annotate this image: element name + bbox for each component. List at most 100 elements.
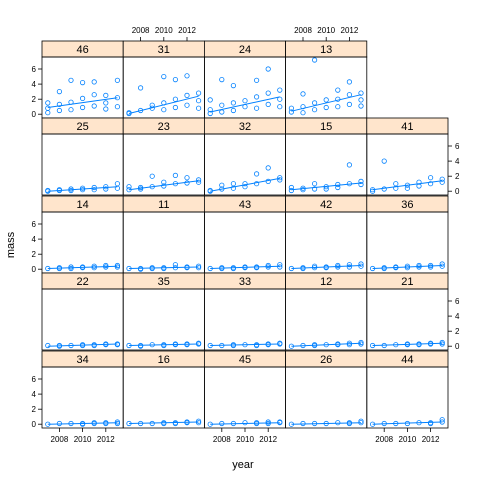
- data-point: [277, 262, 283, 268]
- data-point: [103, 100, 109, 106]
- data-point: [358, 261, 364, 267]
- data-point: [254, 94, 260, 100]
- data-point: [300, 187, 306, 193]
- x-tick-label: 2012: [341, 26, 359, 35]
- panel-12: 12: [285, 272, 368, 351]
- data-point: [103, 184, 109, 190]
- data-point: [416, 342, 422, 348]
- panel-42: 42: [285, 195, 368, 274]
- data-point: [196, 418, 202, 424]
- data-point: [219, 77, 225, 83]
- data-point: [56, 89, 63, 95]
- data-point: [381, 158, 387, 164]
- regression-line: [372, 180, 443, 191]
- y-tick-label: 2: [32, 250, 37, 259]
- y-tick-label: 0: [32, 265, 37, 274]
- panel-44: 44: [366, 350, 449, 429]
- y-tick-label: 6: [32, 375, 37, 384]
- data-point: [346, 262, 352, 268]
- data-point: [393, 181, 399, 187]
- panel-33: 33: [203, 272, 286, 351]
- data-point: [265, 419, 271, 425]
- data-point: [311, 100, 318, 106]
- regression-line: [47, 186, 118, 192]
- data-point: [103, 106, 109, 112]
- data-point: [45, 110, 51, 116]
- data-point: [300, 110, 306, 116]
- data-point: [114, 420, 121, 427]
- x-tick-label: 2010: [317, 26, 335, 35]
- y-tick-label: 2: [32, 405, 37, 414]
- data-point: [56, 107, 63, 114]
- data-point: [265, 90, 271, 96]
- data-point: [161, 265, 167, 272]
- data-point: [68, 186, 74, 192]
- panel-frame: [41, 366, 124, 429]
- data-point: [80, 421, 86, 427]
- panel-14: 14: [41, 195, 124, 274]
- data-point: [103, 186, 109, 192]
- data-point: [161, 342, 167, 349]
- panel-frame: [122, 56, 205, 119]
- data-point: [196, 90, 202, 96]
- data-point: [172, 77, 178, 83]
- data-point: [254, 105, 260, 111]
- data-point: [439, 261, 445, 267]
- regression-line: [47, 97, 118, 108]
- data-point: [196, 179, 202, 185]
- data-point: [114, 419, 121, 425]
- panel-frame: [366, 133, 449, 196]
- panel-45: 45: [203, 350, 286, 429]
- data-point: [265, 66, 271, 72]
- x-axis-title: year: [232, 459, 254, 471]
- regression-line: [210, 96, 280, 113]
- data-point: [381, 186, 387, 192]
- data-point: [358, 263, 364, 269]
- data-point: [358, 178, 364, 184]
- data-point: [265, 420, 271, 427]
- panel-strip-label: 35: [158, 276, 170, 288]
- data-point: [358, 339, 364, 346]
- data-point: [103, 262, 109, 269]
- regression-line: [210, 177, 280, 192]
- data-point: [335, 104, 341, 110]
- data-point: [254, 265, 260, 271]
- data-point: [323, 265, 329, 271]
- data-point: [254, 77, 260, 83]
- data-point: [358, 103, 364, 109]
- data-point: [172, 262, 178, 268]
- data-point: [68, 77, 74, 83]
- data-point: [230, 181, 236, 187]
- data-point: [114, 262, 121, 269]
- panel-strip-label: 36: [401, 199, 413, 211]
- panel-frame: [122, 133, 205, 196]
- data-point: [196, 263, 202, 269]
- data-point: [311, 186, 318, 192]
- data-point: [184, 92, 190, 99]
- x-tick-label: 2008: [51, 435, 69, 444]
- data-point: [311, 57, 318, 63]
- regression-line: [128, 266, 199, 269]
- regression-line: [47, 343, 118, 347]
- data-point: [323, 104, 329, 111]
- y-tick-label: 0: [455, 342, 460, 351]
- data-point: [230, 185, 236, 191]
- data-point: [207, 97, 213, 103]
- data-point: [404, 265, 410, 271]
- data-point: [103, 420, 109, 427]
- data-point: [288, 187, 294, 194]
- data-point: [323, 97, 329, 103]
- data-point: [288, 105, 294, 111]
- panel-23: 23: [122, 117, 205, 196]
- data-point: [196, 265, 202, 271]
- data-point: [346, 162, 352, 168]
- x-tick-label: 2008: [213, 435, 231, 444]
- data-point: [80, 80, 86, 86]
- y-axis-title: mass: [5, 231, 17, 258]
- data-point: [172, 172, 178, 178]
- panel-frame: [41, 211, 124, 274]
- data-point: [300, 91, 306, 97]
- data-point: [311, 107, 318, 113]
- data-point: [138, 186, 144, 192]
